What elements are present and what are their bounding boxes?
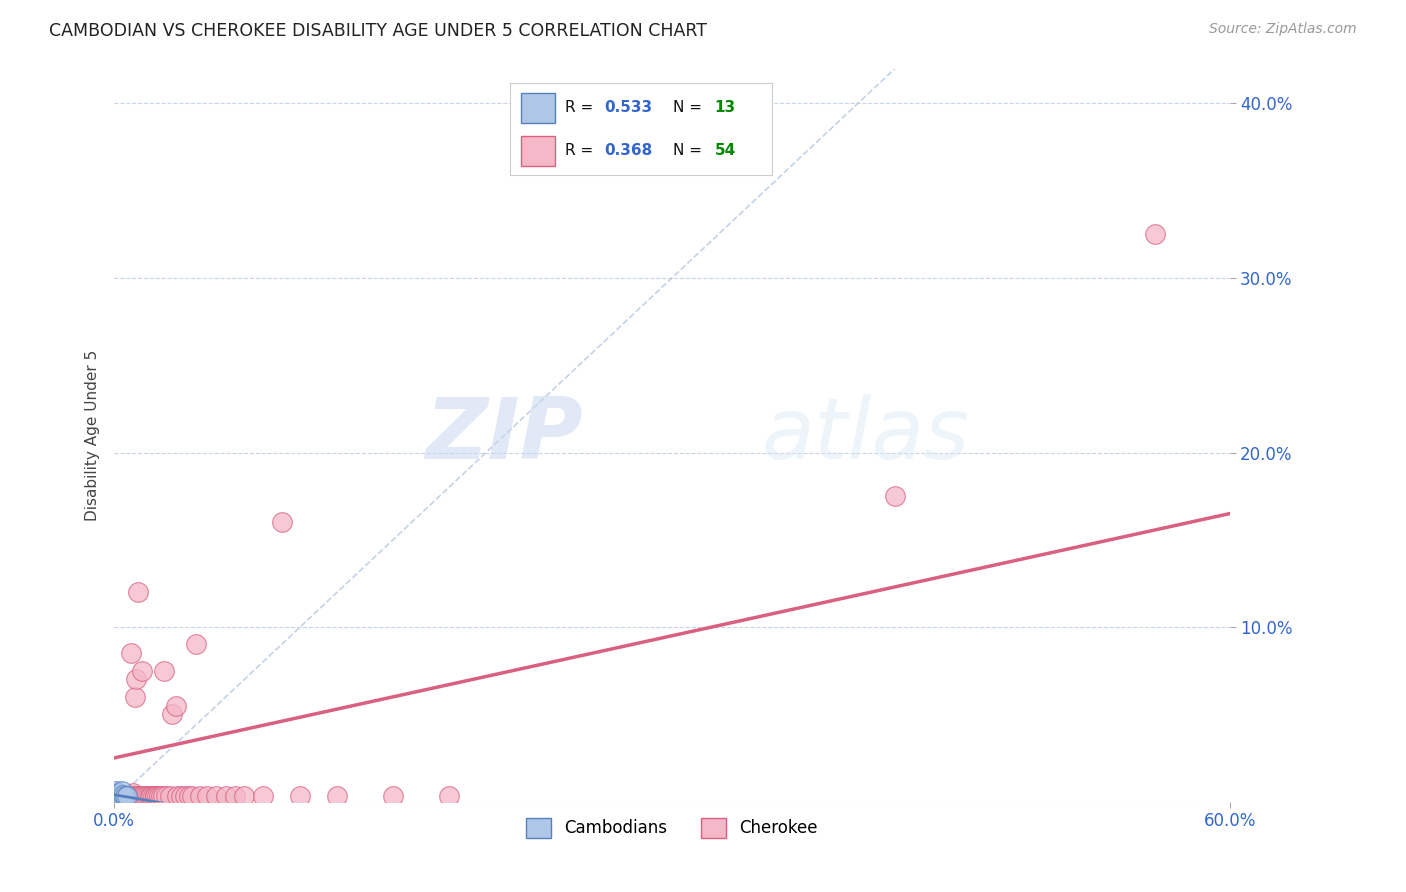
Cambodians <box>108 793 131 807</box>
Cherokee <box>153 664 176 678</box>
Cherokee <box>114 789 136 804</box>
Cambodians <box>105 784 128 798</box>
Cherokee <box>170 789 193 804</box>
Text: Source: ZipAtlas.com: Source: ZipAtlas.com <box>1209 22 1357 37</box>
Cherokee <box>125 789 148 804</box>
Cambodians <box>112 788 135 802</box>
Cherokee <box>188 789 211 804</box>
Cherokee <box>288 789 311 804</box>
Cherokee <box>136 789 159 804</box>
Cherokee <box>165 698 187 713</box>
Cherokee <box>120 646 142 660</box>
Cherokee <box>118 789 141 804</box>
Cherokee <box>166 789 188 804</box>
Legend: Cambodians, Cherokee: Cambodians, Cherokee <box>519 811 824 845</box>
Cherokee <box>131 664 153 678</box>
Cherokee <box>120 789 142 804</box>
Cherokee <box>142 789 165 804</box>
Cambodians <box>105 788 128 802</box>
Cherokee <box>233 789 256 804</box>
Cherokee <box>127 789 149 804</box>
Cherokee <box>152 789 174 804</box>
Cherokee <box>437 789 460 804</box>
Cherokee <box>129 789 152 804</box>
Cherokee <box>155 789 177 804</box>
Cherokee <box>159 789 181 804</box>
Cherokee <box>121 789 143 804</box>
Text: ZIP: ZIP <box>425 393 582 476</box>
Cherokee <box>148 789 170 804</box>
Cherokee <box>131 789 153 804</box>
Cherokee <box>215 789 238 804</box>
Cambodians <box>107 791 129 805</box>
Cherokee <box>252 789 274 804</box>
Cambodians <box>115 789 138 804</box>
Cherokee <box>224 789 246 804</box>
Cherokee <box>205 789 228 804</box>
Y-axis label: Disability Age Under 5: Disability Age Under 5 <box>86 350 100 521</box>
Cherokee <box>149 789 172 804</box>
Cambodians <box>111 784 134 798</box>
Cherokee <box>270 516 292 530</box>
Cherokee <box>143 789 166 804</box>
Cambodians <box>114 789 136 804</box>
Cherokee <box>135 789 157 804</box>
Cherokee <box>160 707 183 722</box>
Cherokee <box>177 789 200 804</box>
Cambodians <box>105 791 128 805</box>
Cherokee <box>141 789 163 804</box>
Cambodians <box>107 786 129 800</box>
Cambodians <box>112 793 135 807</box>
Cherokee <box>146 789 169 804</box>
Cherokee <box>121 786 143 800</box>
Cherokee <box>181 789 204 804</box>
Cherokee <box>108 789 131 804</box>
Cherokee <box>184 638 207 652</box>
Cherokee <box>127 585 149 599</box>
Cambodians <box>108 788 131 802</box>
Cherokee <box>132 789 155 804</box>
Cherokee <box>173 789 195 804</box>
Cherokee <box>884 489 907 503</box>
Cherokee <box>138 789 160 804</box>
Cherokee <box>124 690 146 704</box>
Cherokee <box>143 789 166 804</box>
Cherokee <box>125 673 148 687</box>
Cherokee <box>195 789 218 804</box>
Cherokee <box>326 789 349 804</box>
Cambodians <box>111 791 134 805</box>
Text: CAMBODIAN VS CHEROKEE DISABILITY AGE UNDER 5 CORRELATION CHART: CAMBODIAN VS CHEROKEE DISABILITY AGE UND… <box>49 22 707 40</box>
Cherokee <box>382 789 405 804</box>
Cherokee <box>112 789 135 804</box>
Text: atlas: atlas <box>761 393 969 476</box>
Cherokee <box>115 789 138 804</box>
Cherokee <box>1144 227 1167 242</box>
